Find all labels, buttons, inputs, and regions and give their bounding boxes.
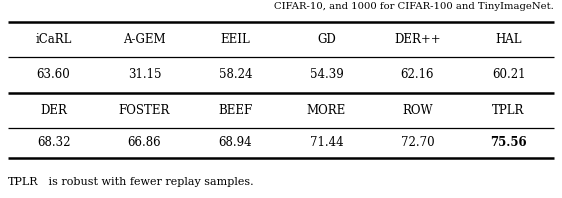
Text: TPLR: TPLR bbox=[492, 104, 525, 117]
Text: FOSTER: FOSTER bbox=[119, 104, 170, 117]
Text: 58.24: 58.24 bbox=[219, 69, 252, 82]
Text: 71.44: 71.44 bbox=[310, 136, 343, 149]
Text: 75.56: 75.56 bbox=[490, 136, 527, 149]
Text: iCaRL: iCaRL bbox=[35, 33, 72, 46]
Text: ROW: ROW bbox=[402, 104, 433, 117]
Text: DER++: DER++ bbox=[394, 33, 441, 46]
Text: BEEF: BEEF bbox=[219, 104, 253, 117]
Text: A-GEM: A-GEM bbox=[123, 33, 166, 46]
Text: HAL: HAL bbox=[495, 33, 522, 46]
Text: 62.16: 62.16 bbox=[401, 69, 434, 82]
Text: 60.21: 60.21 bbox=[492, 69, 525, 82]
Text: DER: DER bbox=[40, 104, 67, 117]
Text: 66.86: 66.86 bbox=[128, 136, 161, 149]
Text: CIFAR-10, and 1000 for CIFAR-100 and TinyImageNet.: CIFAR-10, and 1000 for CIFAR-100 and Tin… bbox=[274, 2, 554, 11]
Text: 72.70: 72.70 bbox=[401, 136, 434, 149]
Text: EEIL: EEIL bbox=[221, 33, 251, 46]
Text: MORE: MORE bbox=[307, 104, 346, 117]
Text: TPLR: TPLR bbox=[8, 177, 39, 187]
Text: GD: GD bbox=[317, 33, 336, 46]
Text: 63.60: 63.60 bbox=[37, 69, 70, 82]
Text: 68.94: 68.94 bbox=[219, 136, 252, 149]
Text: 31.15: 31.15 bbox=[128, 69, 161, 82]
Text: 68.32: 68.32 bbox=[37, 136, 70, 149]
Text: is robust with fewer replay samples.: is robust with fewer replay samples. bbox=[45, 177, 254, 187]
Text: 54.39: 54.39 bbox=[310, 69, 343, 82]
